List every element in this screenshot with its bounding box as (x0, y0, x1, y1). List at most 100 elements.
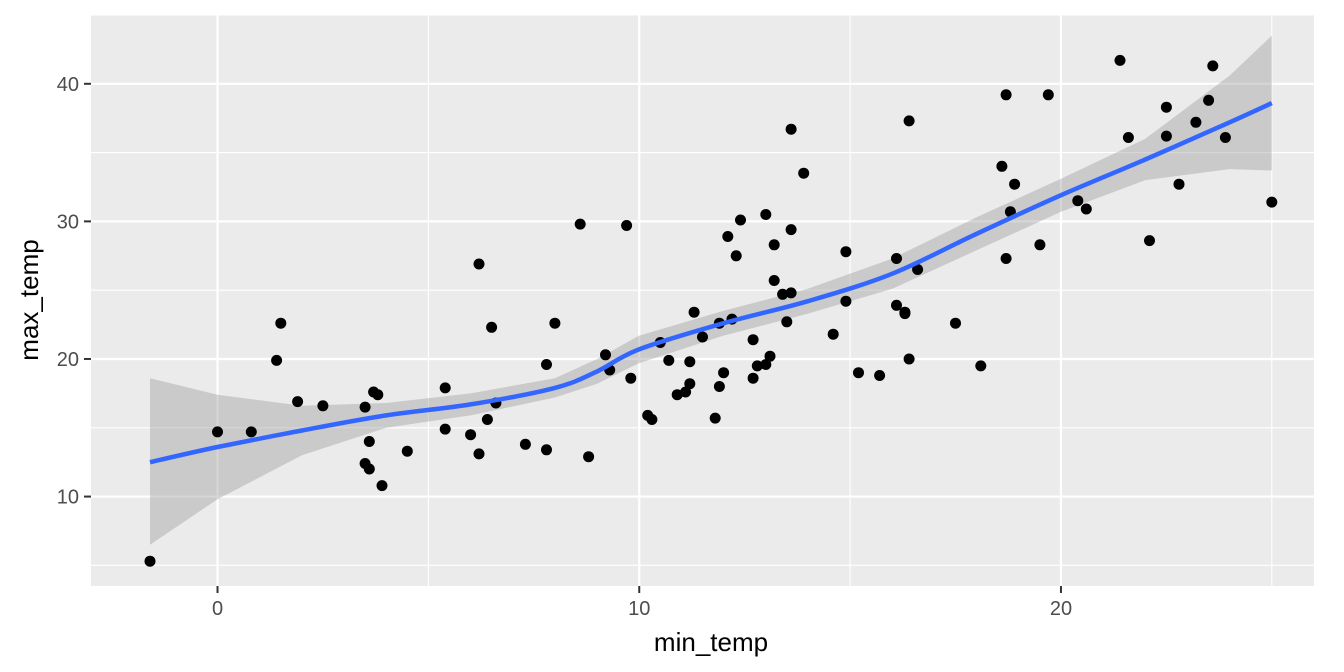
major-gridlines (91, 15, 1314, 586)
data-point (600, 349, 611, 361)
data-point (718, 367, 730, 379)
data-point (764, 350, 776, 362)
data-point (680, 386, 692, 398)
data-point (713, 381, 725, 392)
data-point (768, 275, 780, 286)
data-point (975, 360, 987, 372)
data-point (574, 218, 586, 230)
data-point (1207, 60, 1219, 72)
data-point (663, 354, 675, 366)
data-point (1160, 101, 1172, 113)
y-tick-label: 20 (57, 349, 79, 371)
data-point (785, 287, 797, 299)
data-point (1080, 203, 1092, 215)
data-point (730, 250, 742, 262)
data-point (903, 353, 915, 365)
data-point (317, 400, 329, 412)
x-tick-label: 20 (1050, 598, 1072, 620)
data-point (891, 299, 902, 311)
confidence-ribbon (150, 35, 1272, 545)
data-point (798, 167, 810, 179)
data-point (245, 426, 257, 438)
data-point (760, 209, 772, 220)
data-point (1266, 196, 1278, 208)
data-point (583, 451, 595, 463)
data-point (840, 295, 852, 307)
data-point (519, 438, 531, 450)
data-point (1000, 89, 1012, 101)
y-axis: 10 20 30 40 (57, 74, 91, 509)
data-point (481, 414, 493, 425)
data-point (1000, 253, 1012, 264)
data-point (1042, 89, 1054, 101)
data-point (1009, 178, 1021, 190)
x-tick-label: 10 (628, 598, 650, 620)
data-point (912, 264, 924, 275)
data-point (439, 382, 451, 394)
data-point (271, 354, 283, 366)
data-point (473, 448, 485, 460)
data-point (1034, 239, 1046, 251)
x-axis-title: min_temp (654, 627, 768, 657)
data-point (1173, 178, 1185, 190)
data-point (363, 463, 375, 475)
y-tick-label: 40 (57, 74, 79, 96)
data-point (646, 414, 658, 425)
data-point (212, 426, 223, 438)
x-axis: 0 10 20 (212, 586, 1072, 620)
data-point (768, 239, 780, 251)
data-point (697, 331, 708, 343)
data-point (1219, 132, 1231, 143)
data-point (891, 253, 902, 264)
y-axis-title: max_temp (14, 239, 44, 360)
data-point (376, 480, 388, 492)
smooth-line (149, 101, 1273, 465)
data-point (996, 160, 1008, 172)
data-point (722, 231, 734, 242)
data-point (1160, 130, 1172, 142)
data-point (1190, 116, 1202, 128)
data-point (874, 370, 886, 381)
data-point (292, 396, 304, 408)
data-point (899, 306, 911, 318)
data-point (785, 224, 797, 236)
data-point (401, 445, 413, 457)
data-point (363, 436, 375, 447)
data-point (465, 429, 477, 441)
data-point (684, 378, 696, 390)
data-point (1072, 195, 1084, 207)
data-point (541, 359, 552, 370)
data-point (903, 115, 915, 127)
data-point (621, 220, 633, 231)
data-point (541, 444, 552, 456)
y-tick-label: 30 (57, 211, 79, 233)
data-point (709, 412, 721, 424)
data-point (1122, 132, 1134, 143)
data-point (747, 372, 759, 384)
data-point (671, 389, 683, 401)
minor-gridlines (91, 14, 1314, 586)
data-point (735, 214, 746, 226)
data-point (777, 288, 789, 300)
data-point (950, 317, 961, 329)
y-tick-label: 10 (57, 487, 79, 509)
data-point (473, 258, 485, 270)
data-point (688, 306, 700, 318)
plot-panel (91, 15, 1314, 586)
data-point (144, 555, 156, 567)
x-tick-label: 0 (212, 598, 223, 620)
data-point (853, 367, 864, 379)
data-point (372, 389, 384, 401)
data-point (486, 321, 498, 333)
data-point (840, 246, 852, 258)
data-point (684, 356, 696, 368)
data-point (827, 328, 839, 340)
data-point (1114, 54, 1126, 66)
data-point (747, 334, 759, 346)
data-point (760, 359, 772, 370)
data-point (439, 423, 451, 435)
data-point (1144, 235, 1155, 247)
data-point (1203, 94, 1215, 106)
data-point (549, 317, 561, 329)
